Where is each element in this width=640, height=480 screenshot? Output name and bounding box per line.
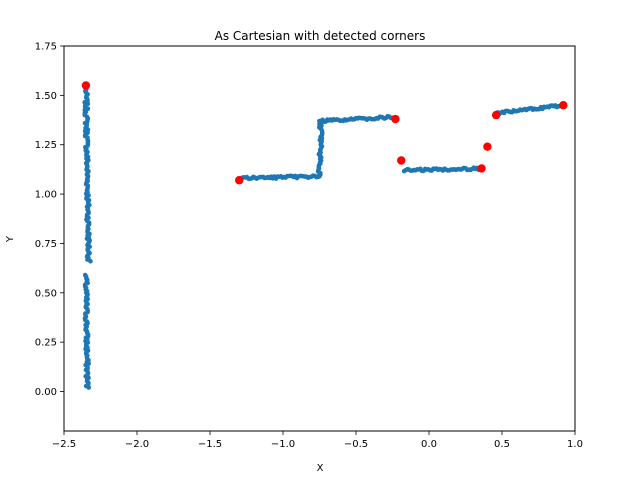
x-tick-label: −1.0 xyxy=(271,439,295,450)
y-tick-label: 1.00 xyxy=(35,190,57,201)
x-tick-label: −1.5 xyxy=(198,439,222,450)
corner-point xyxy=(391,114,400,124)
corner-point xyxy=(397,156,406,165)
x-tick-label: 0.5 xyxy=(494,439,510,450)
x-tick-label: −2.5 xyxy=(52,439,76,450)
x-axis: −2.5 −2.0 −1.5 −1.0 −0.5 0.0 0.5 1.0 xyxy=(52,431,583,450)
x-axis-label: X xyxy=(317,463,324,474)
y-tick-label: 1.50 xyxy=(35,91,57,102)
data-point xyxy=(88,258,93,264)
corner-point xyxy=(235,176,244,185)
x-tick-label: −0.5 xyxy=(344,439,368,450)
x-tick-label: −2.0 xyxy=(125,439,149,450)
y-tick-label: 1.75 xyxy=(35,42,57,53)
chart-title: As Cartesian with detected corners xyxy=(215,29,426,43)
y-tick-label: 0.25 xyxy=(35,338,57,349)
y-axis-label: Y xyxy=(5,235,16,243)
x-tick-label: 0.0 xyxy=(421,439,437,450)
corner-point xyxy=(477,164,486,173)
corner-points-layer xyxy=(81,81,568,185)
corner-point xyxy=(483,142,492,151)
corner-point xyxy=(491,110,501,120)
corner-point xyxy=(81,81,91,90)
y-tick-label: 0.75 xyxy=(35,239,57,250)
y-tick-label: 0.50 xyxy=(35,288,57,299)
y-tick-label: 1.25 xyxy=(35,140,57,151)
data-points-layer xyxy=(82,87,566,390)
corner-point xyxy=(559,101,568,110)
y-tick-label: 0.00 xyxy=(35,387,57,398)
data-point xyxy=(86,385,92,390)
plot-area-frame xyxy=(63,45,576,432)
x-tick-label: 1.0 xyxy=(567,439,583,450)
y-axis: 0.00 0.25 0.50 0.75 1.00 1.25 1.50 1.75 xyxy=(35,42,64,398)
